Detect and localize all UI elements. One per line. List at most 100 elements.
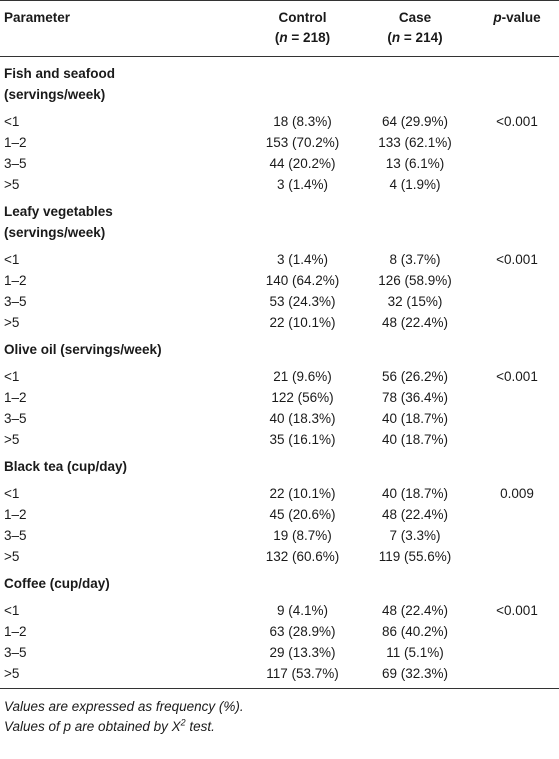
value-cell: 78 (36.4%) — [381, 390, 449, 405]
data-row: 1–2 45 (20.6%) 48 (22.4%) — [0, 504, 559, 525]
header-row: Parameter Control (n = 218) Case (n = 214)… — [0, 0, 559, 57]
data-row: 3–5 53 (24.3%) 32 (15%) — [0, 291, 559, 312]
data-row: <1 21 (9.6%) 56 (26.2%) <0.001 — [0, 360, 559, 387]
p-value-cell: <0.001 — [496, 114, 538, 129]
data-row: <1 22 (10.1%) 40 (18.7%) 0.009 — [0, 477, 559, 504]
header-text: n — [279, 30, 288, 45]
value-cell: 22 (10.1%) — [269, 486, 336, 501]
footnote-sup: 2 — [180, 717, 186, 728]
section-title-line: (servings/week) — [4, 87, 106, 102]
value-cell: 119 (55.6%) — [378, 549, 452, 564]
empty-cell — [475, 642, 559, 663]
section-title-line: Coffee (cup/day) — [4, 576, 110, 591]
value-cell: 40 (18.3%) — [269, 411, 336, 426]
data-row: 3–5 19 (8.7%) 7 (3.3%) — [0, 525, 559, 546]
value-cell: 11 (5.1%) — [386, 645, 444, 660]
row-label: 3–5 — [4, 411, 27, 426]
row-label: <1 — [4, 603, 20, 618]
data-row: >5 35 (16.1%) 40 (18.7%) — [0, 429, 559, 450]
value-cell: 4 (1.9%) — [389, 177, 441, 192]
header-text: Control — [278, 10, 327, 25]
data-row: >5 3 (1.4%) 4 (1.9%) — [0, 174, 559, 195]
empty-cell — [475, 174, 559, 195]
data-row: <1 18 (8.3%) 64 (29.9%) <0.001 — [0, 105, 559, 132]
section-title: Fish and seafood (servings/week) — [0, 57, 559, 106]
row-label: 1–2 — [4, 135, 27, 150]
section-title-line: (servings/week) — [4, 225, 106, 240]
value-cell: 69 (32.3%) — [381, 666, 449, 681]
empty-cell — [475, 525, 559, 546]
value-cell: 40 (18.7%) — [381, 432, 449, 447]
header-cell: Case (n = 214) — [355, 1, 475, 57]
row-label: >5 — [4, 177, 20, 192]
value-cell: 126 (58.9%) — [378, 273, 452, 288]
data-table: Parameter Control (n = 218) Case (n = 214)… — [0, 0, 559, 689]
data-row: >5 22 (10.1%) 48 (22.4%) — [0, 312, 559, 333]
data-row: 1–2 140 (64.2%) 126 (58.9%) — [0, 270, 559, 291]
value-cell: 86 (40.2%) — [381, 624, 449, 639]
data-row: 1–2 153 (70.2%) 133 (62.1%) — [0, 132, 559, 153]
value-cell: 153 (70.2%) — [265, 135, 340, 150]
value-cell: 48 (22.4%) — [381, 507, 449, 522]
section-title-line: Fish and seafood — [4, 66, 116, 81]
value-cell: 3 (1.4%) — [276, 177, 329, 192]
data-row: <1 9 (4.1%) 48 (22.4%) <0.001 — [0, 594, 559, 621]
data-row: 1–2 63 (28.9%) 86 (40.2%) — [0, 621, 559, 642]
footnote: Values are expressed as frequency (%). — [4, 699, 244, 714]
value-cell: 53 (24.3%) — [269, 294, 336, 309]
empty-cell — [475, 153, 559, 174]
value-cell: 13 (6.1%) — [385, 156, 445, 171]
row-label: 1–2 — [4, 390, 27, 405]
value-cell: 140 (64.2%) — [265, 273, 340, 288]
table-body: Fish and seafood (servings/week) <1 18 (8.3… — [0, 57, 559, 689]
row-label: <1 — [4, 369, 20, 384]
value-cell: 56 (26.2%) — [381, 369, 449, 384]
row-label: 3–5 — [4, 156, 27, 171]
row-label: 3–5 — [4, 294, 27, 309]
data-row: 3–5 44 (20.2%) 13 (6.1%) — [0, 153, 559, 174]
header-text: ( — [274, 30, 280, 45]
section-row: Black tea (cup/day) — [0, 450, 559, 477]
header-text: p — [493, 10, 502, 25]
section-title: Black tea (cup/day) — [0, 450, 559, 477]
header-cell: Parameter — [4, 10, 71, 25]
header-text: = 218) — [287, 30, 331, 45]
value-cell: 122 (56%) — [271, 390, 334, 405]
row-label: >5 — [4, 432, 20, 447]
header-text: = 214) — [400, 30, 443, 45]
data-row: 3–5 29 (13.3%) 11 (5.1%) — [0, 642, 559, 663]
row-label: 3–5 — [4, 528, 27, 543]
section-title: Leafy vegetables (servings/week) — [0, 195, 559, 243]
value-cell: 3 (1.4%) — [276, 252, 329, 267]
empty-cell — [475, 291, 559, 312]
empty-cell — [475, 387, 559, 408]
empty-cell — [475, 504, 559, 525]
value-cell: 132 (60.6%) — [265, 549, 340, 564]
footnote: Values of p are obtained by X2 test. — [4, 717, 555, 737]
p-value-cell: 0.009 — [500, 486, 534, 501]
header-text: Case — [398, 10, 432, 25]
header-cell: p-value — [475, 1, 559, 57]
data-row: 3–5 40 (18.3%) 40 (18.7%) — [0, 408, 559, 429]
empty-cell — [475, 408, 559, 429]
value-cell: 45 (20.6%) — [269, 507, 336, 522]
value-cell: 35 (16.1%) — [269, 432, 336, 447]
section-row: Coffee (cup/day) — [0, 567, 559, 594]
empty-cell — [475, 621, 559, 642]
section-row: Olive oil (servings/week) — [0, 333, 559, 360]
data-row: 1–2 122 (56%) 78 (36.4%) — [0, 387, 559, 408]
row-label: 1–2 — [4, 507, 27, 522]
row-label: >5 — [4, 315, 20, 330]
row-label: <1 — [4, 252, 20, 267]
value-cell: 19 (8.7%) — [273, 528, 332, 543]
value-cell: 44 (20.2%) — [269, 156, 336, 171]
value-cell: 32 (15%) — [387, 294, 443, 309]
data-row: >5 132 (60.6%) 119 (55.6%) — [0, 546, 559, 567]
section-row: Leafy vegetables (servings/week) — [0, 195, 559, 243]
value-cell: 40 (18.7%) — [381, 486, 449, 501]
value-cell: 63 (28.9%) — [269, 624, 336, 639]
data-row: <1 3 (1.4%) 8 (3.7%) <0.001 — [0, 243, 559, 270]
p-value-cell: <0.001 — [496, 252, 538, 267]
value-cell: 7 (3.3%) — [389, 528, 441, 543]
